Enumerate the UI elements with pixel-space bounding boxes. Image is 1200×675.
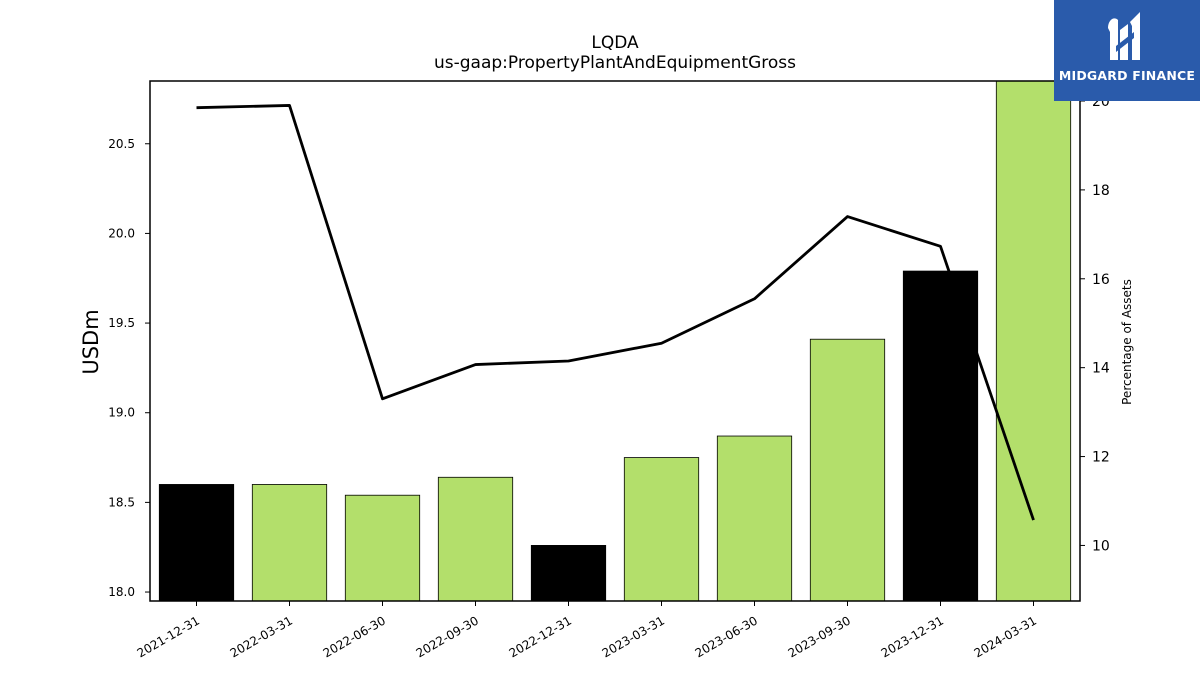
bar-2022-06-30	[344, 494, 421, 602]
bar-2023-03-31	[623, 457, 700, 602]
chart-title: LQDA	[591, 33, 639, 53]
y-tick-label: 20.5	[108, 137, 135, 151]
x-tick-label: 2023-09-30	[786, 613, 853, 660]
chart-subtitle: us-gaap:PropertyPlantAndEquipmentGross	[434, 53, 796, 73]
bar-2024-03-31	[995, 80, 1072, 602]
y-tick-label: 19.0	[108, 406, 135, 420]
y2-tick-label: 16	[1092, 272, 1110, 288]
x-tick-label: 2022-03-31	[228, 613, 295, 660]
bar-2021-12-31	[158, 484, 235, 602]
percentage-line	[196, 104, 1035, 521]
midgard-finance-logo-icon	[1108, 12, 1140, 61]
bar-2022-12-31	[530, 545, 607, 602]
bars-layer	[158, 80, 1072, 602]
bar-2023-06-30	[716, 435, 793, 602]
brand-name: MIDGARD FINANCE	[1058, 68, 1196, 83]
brand-logo: MIDGARD FINANCE	[1054, 0, 1200, 101]
line-layer	[196, 104, 1035, 521]
bar-2023-09-30	[809, 338, 886, 602]
plot-frame	[149, 80, 1081, 602]
bar-2022-09-30	[437, 476, 514, 602]
x-tick-label: 2023-12-31	[879, 613, 946, 660]
x-tick-label: 2023-06-30	[693, 613, 760, 660]
bar-2023-12-31	[902, 270, 979, 602]
y2-tick-label: 12	[1092, 450, 1110, 466]
y-tick-label: 18.0	[108, 585, 135, 599]
y2-tick-label: 10	[1092, 538, 1110, 554]
y-axis-label: USDm	[79, 309, 103, 374]
x-tick-label: 2021-12-31	[135, 613, 202, 660]
y-tick-label: 18.5	[108, 495, 135, 509]
y-tick-label: 20.0	[108, 226, 135, 240]
x-tick-label: 2022-12-31	[507, 613, 574, 660]
x-tick-label: 2022-06-30	[321, 613, 388, 660]
x-tick-label: 2024-03-31	[972, 613, 1039, 660]
x-tick-label: 2023-03-31	[600, 613, 667, 660]
y-tick-label: 19.5	[108, 316, 135, 330]
y2-axis-label: Percentage of Assets	[1120, 279, 1134, 405]
x-tick-label: 2022-09-30	[414, 613, 481, 660]
y2-tick-label: 18	[1092, 183, 1110, 199]
bar-2022-03-31	[251, 484, 328, 602]
y2-tick-label: 14	[1092, 361, 1110, 377]
